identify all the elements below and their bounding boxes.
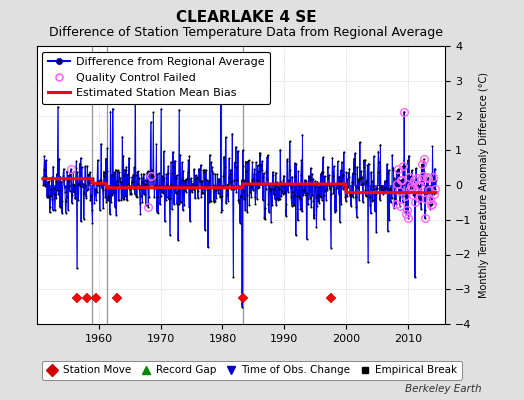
Text: CLEARLAKE 4 SE: CLEARLAKE 4 SE: [176, 10, 316, 25]
Text: Difference of Station Temperature Data from Regional Average: Difference of Station Temperature Data f…: [49, 26, 443, 39]
Y-axis label: Monthly Temperature Anomaly Difference (°C): Monthly Temperature Anomaly Difference (…: [478, 72, 488, 298]
Legend: Station Move, Record Gap, Time of Obs. Change, Empirical Break: Station Move, Record Gap, Time of Obs. C…: [42, 361, 462, 380]
Text: Berkeley Earth: Berkeley Earth: [406, 384, 482, 394]
